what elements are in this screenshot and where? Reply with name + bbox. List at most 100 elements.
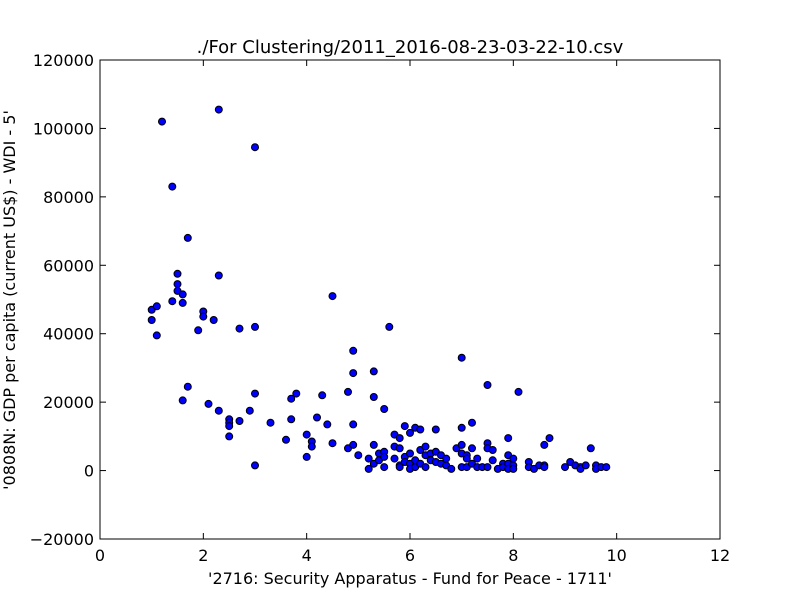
x-tick-label: 12 [710,546,730,565]
data-point [349,346,358,355]
data-point [173,269,182,278]
data-points [147,105,611,473]
data-point [468,418,476,427]
data-point [545,434,554,443]
data-point [509,454,518,463]
data-point [416,425,425,434]
data-point [540,440,549,449]
data-point [483,463,492,472]
data-point [421,442,430,451]
data-point [318,391,327,400]
data-point [302,430,311,439]
data-point [147,316,156,324]
data-point [395,434,404,443]
x-tick-label: 8 [508,546,518,565]
y-tick-label: 80000 [43,188,94,207]
data-point [152,302,161,311]
data-point [307,442,316,451]
data-point [251,389,259,398]
data-point [225,432,234,441]
data-point [287,415,296,424]
data-point [354,451,363,460]
data-point [209,316,218,324]
data-point [395,444,404,453]
data-point [406,449,414,458]
data-point [173,280,182,289]
data-point [602,463,611,472]
data-point [483,381,492,389]
data-point [168,182,177,191]
data-point [251,143,259,152]
x-tick-label: 6 [405,546,415,565]
data-point [204,399,213,408]
data-point [369,367,378,376]
data-point [349,369,358,378]
data-point [514,387,523,396]
data-point [468,444,476,453]
y-tick-label: 40000 [43,325,94,344]
data-point [214,406,223,415]
data-point [214,105,223,114]
y-tick-label: 60000 [43,256,94,275]
chart-title: ./For Clustering/2011_2016-08-23-03-22-1… [197,37,624,58]
data-point [183,233,192,242]
data-point [473,454,482,463]
data-point [369,393,378,401]
data-point [178,290,187,299]
data-point [245,406,254,415]
data-point [225,422,234,431]
data-point [266,418,275,427]
data-point [380,452,389,461]
data-point [251,322,259,331]
data-point [349,420,358,429]
data-point [457,353,466,362]
y-tick-label: 0 [84,462,94,481]
data-point [313,413,321,422]
data-point [581,461,590,470]
axis-ticks: 0 2 4 6 8 10 12−200000200004000060000800001000… [30,51,730,565]
data-point [504,434,513,443]
x-axis-title: '2716: Security Apparatus - Fund for Pea… [208,569,612,588]
data-point [540,463,549,472]
data-point [395,463,404,472]
data-point [214,271,223,280]
data-point [344,387,352,396]
data-point [561,463,569,472]
data-point [328,439,337,448]
data-point [369,440,378,449]
data-point [168,297,177,306]
data-point [390,454,399,463]
data-point [457,440,466,449]
x-tick-label: 10 [606,546,626,565]
data-point [235,324,244,333]
data-point [158,117,166,126]
y-tick-label: 20000 [43,393,94,412]
data-point [199,312,208,321]
data-point [302,452,311,461]
data-point [380,405,389,413]
data-point [328,292,337,301]
y-tick-label: 100000 [33,119,94,138]
data-point [194,326,203,335]
x-tick-label: 2 [198,546,208,565]
y-tick-label: 120000 [33,51,94,70]
data-point [235,417,244,425]
x-tick-label: 0 [95,546,105,565]
data-point [488,446,497,454]
data-point [178,298,187,307]
data-point [457,423,466,432]
data-point [586,444,595,453]
data-point [364,454,373,463]
data-point [442,454,451,463]
data-point [292,389,301,398]
data-point [406,428,414,437]
data-point [152,331,161,340]
data-point [287,394,296,403]
data-point [183,382,192,391]
y-axis-title: '0808N: GDP per capita (current US$) - W… [0,110,19,490]
data-point [421,463,430,472]
data-point [462,454,471,463]
data-point [385,322,394,331]
